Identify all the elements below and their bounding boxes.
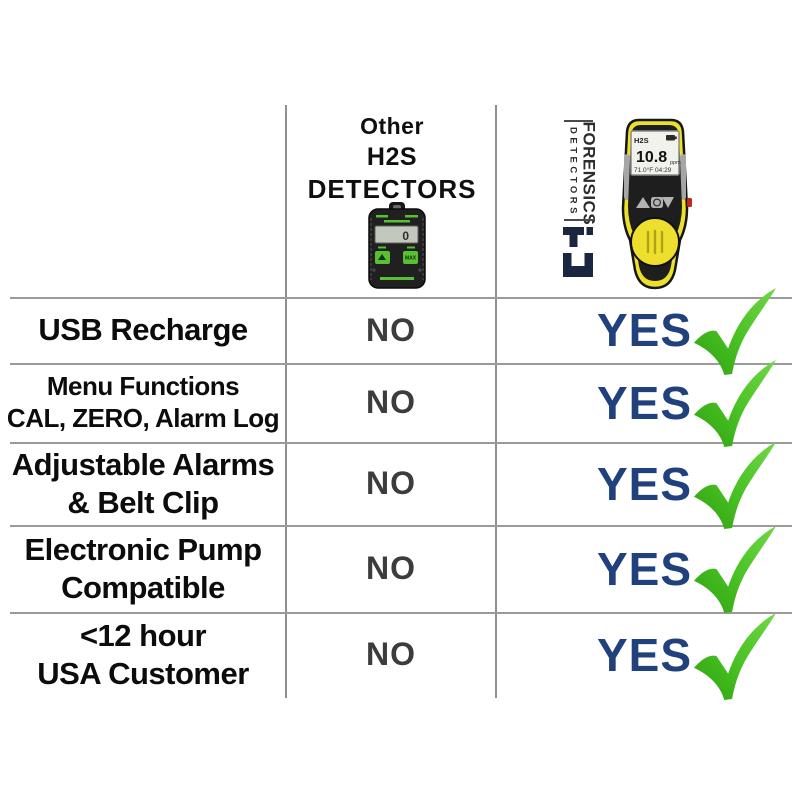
other-value: NO	[366, 311, 416, 348]
checkmark-icon	[693, 288, 777, 375]
row-divider	[10, 525, 792, 527]
row-divider	[10, 297, 792, 299]
row-divider	[10, 363, 792, 365]
other-value: NO	[366, 636, 416, 672]
forensics-detector-photo: H2S 10.8 ppm 71.0°F 04:29	[621, 118, 692, 290]
forensics-value: YES	[596, 457, 693, 510]
column-divider	[495, 105, 497, 698]
brand-rule	[564, 219, 593, 221]
forensics-value: YES	[596, 542, 693, 595]
forensics-value: YES	[596, 376, 693, 429]
header-line: DETECTORS	[307, 174, 477, 205]
header-line: Other	[360, 113, 424, 139]
brand-name: FORENSICS	[579, 121, 599, 226]
header-line: H2S	[366, 142, 418, 171]
checkmark-icon	[693, 613, 777, 700]
other-value: NO	[366, 465, 416, 501]
other-screen-reading: 0	[402, 229, 409, 243]
row-divider	[10, 612, 792, 614]
other-value: NO	[366, 384, 416, 420]
other-device-button-label: MAX	[405, 256, 417, 262]
feature-label: USB Recharge	[38, 312, 248, 348]
lcd-reading: 10.8	[636, 149, 667, 166]
row-divider	[10, 442, 792, 444]
forensics-logo-mark	[563, 227, 593, 277]
checkmark-icon	[693, 360, 777, 447]
brand-rule	[564, 120, 593, 122]
other-detector-photo: 0 MAX	[368, 202, 426, 289]
lcd-gas-label: H2S	[634, 136, 649, 145]
column-divider	[285, 105, 287, 698]
forensics-value: YES	[596, 304, 693, 356]
lcd-unit: ppm	[670, 160, 681, 166]
feature-label: <12 hour USA Customer	[37, 617, 249, 691]
power-button-icon	[651, 197, 663, 208]
forensics-value: YES	[596, 628, 693, 681]
feature-label: Adjustable Alarms & Belt Clip	[11, 446, 275, 520]
checkmark-icon	[693, 442, 777, 529]
feature-label: Electronic Pump Compatible	[24, 531, 262, 605]
feature-label: Menu Functions CAL, ZERO, Alarm Log	[6, 370, 280, 433]
checkmark-icon	[693, 526, 777, 613]
other-value: NO	[366, 550, 416, 586]
other-detectors-header: Other H2S DETECTORS	[287, 112, 497, 207]
down-button-icon	[662, 197, 674, 208]
lcd-status-line: 71.0°F 04:29	[634, 166, 672, 174]
brand-subname: DETECTORS	[567, 127, 579, 217]
up-button-icon	[636, 197, 650, 208]
forensics-brand: FORENSICS DETECTORS	[562, 121, 599, 226]
